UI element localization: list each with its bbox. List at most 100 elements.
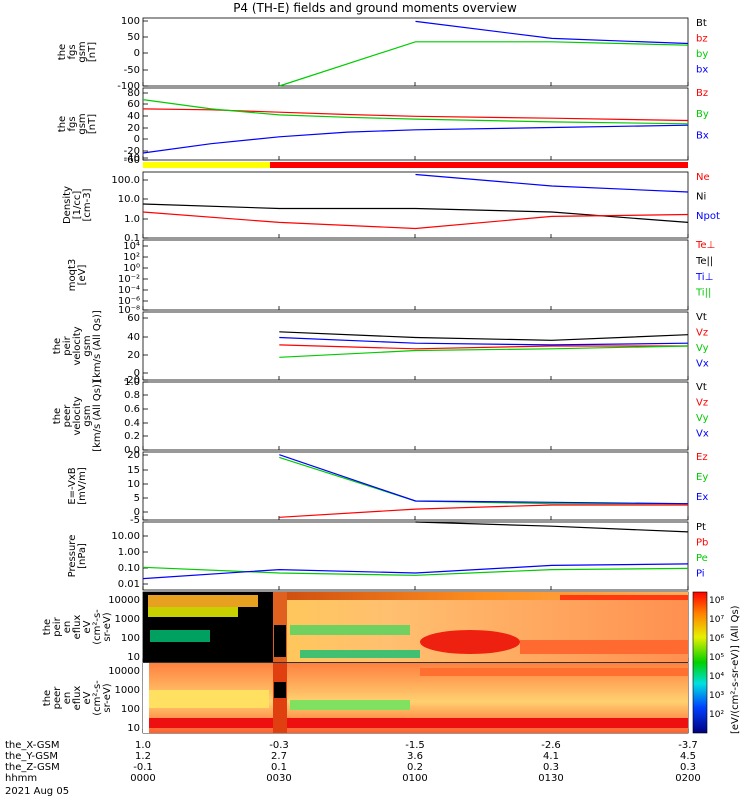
series-Vx	[279, 336, 689, 346]
ytick-label: -5	[130, 515, 140, 526]
ylabel-line: gsm	[77, 41, 88, 62]
ephem-value: 1.2	[135, 751, 151, 762]
legend-bx: bx	[696, 64, 708, 75]
colorbar-label: [eV/(cm²-s-sr-eV)] (All Qs)	[730, 605, 741, 734]
legend-Pi: Pi	[696, 568, 705, 579]
legend-Vt: Vt	[696, 312, 707, 323]
panel-frame	[142, 171, 689, 239]
ytick-label: 0.1	[124, 233, 140, 244]
colorbar-tick-label: 10⁵	[709, 653, 724, 663]
ytick-label: -100	[117, 81, 140, 92]
panel-frame	[142, 521, 689, 591]
series-Vy	[279, 345, 689, 358]
panel-fgs-gsm: 100 50 0 -50 -100 the fgs gsm [nT] Bt bz by bx	[57, 16, 708, 92]
ephem-value: -2.6	[541, 740, 561, 751]
ephem-label: the_Y-GSM	[5, 751, 58, 762]
legend-Vz: Vz	[696, 397, 708, 408]
ytick-label: 10000	[108, 666, 140, 677]
ylabel-line: eV	[82, 620, 93, 633]
series-Pi	[142, 563, 689, 580]
series-Npot	[415, 173, 689, 193]
colorbar: [eV/(cm²-s-sr-eV)] (All Qs)	[692, 591, 741, 734]
ytick-label: 10	[127, 652, 140, 663]
legend-Ne: Ne	[696, 172, 710, 183]
ytick-label: 10.0	[118, 194, 140, 205]
panel-frame	[142, 87, 689, 161]
ytick-label: -20	[124, 146, 140, 157]
legend-Vt: Vt	[696, 382, 707, 393]
colorbar-tick-label: 10³	[709, 691, 724, 701]
ytick-label: 10⁻⁸	[118, 305, 140, 316]
ylabel-line: the	[42, 690, 53, 706]
ylabel-line: [nT]	[87, 42, 98, 62]
ylabel-line: fgs	[67, 44, 78, 59]
ephem-value: -0.3	[269, 740, 289, 751]
ytick-label: 40	[127, 111, 140, 122]
ylabel-line: [1/cc]	[72, 191, 83, 220]
ephem-value: 0130	[538, 773, 563, 784]
legend-Vy: Vy	[696, 413, 709, 424]
ylabel-line: eflux	[72, 686, 83, 711]
legend-by: by	[696, 49, 708, 60]
ylabel-line: sr-eV)	[102, 683, 113, 712]
ytick-label: 0.01	[118, 579, 140, 590]
ylabel-line: [eV]	[77, 265, 88, 286]
legend-By: By	[696, 109, 709, 120]
ylabel-line: eV	[82, 691, 93, 704]
colorbar-ticks: 10⁸ 10⁷ 10⁶ 10⁵ 10⁴ 10³ 10²	[709, 596, 724, 720]
panel-frame	[142, 381, 689, 451]
ylabel-line: [nPa]	[77, 543, 88, 569]
series-Vz	[279, 344, 688, 350]
ephem-label: hhmm	[5, 773, 37, 784]
ytick-label: 0	[134, 48, 140, 59]
peer-spectrogram	[143, 663, 688, 733]
series-Bz	[142, 108, 689, 122]
ylabel-line: [cm-3]	[82, 188, 93, 221]
colorbar-tick-label: 10²	[709, 710, 724, 720]
ytick-label: 10000	[108, 595, 140, 606]
legend-Vx: Vx	[696, 428, 709, 439]
legend-Te⊥: Te⊥	[695, 240, 715, 251]
legend-Bx: Bx	[696, 130, 709, 141]
ephem-value: 0000	[130, 773, 155, 784]
ytick-label: 1.0	[124, 377, 140, 388]
ytick-label: 5	[134, 493, 140, 504]
ytick-label: 20	[127, 350, 140, 361]
ytick-label: 0	[134, 507, 140, 518]
series-Ne	[142, 211, 689, 230]
legend-Vx: Vx	[696, 358, 709, 369]
ylabel-line: gsm	[82, 335, 93, 356]
legend-Npot: Npot	[696, 211, 720, 222]
ylabel-line: peir	[52, 616, 63, 636]
ephemeris: the_X-GSM 1.0 -0.3 -1.5 -2.6 -3.7 the_Y-GSM 1.2…	[5, 740, 701, 784]
ephem-label: the_Z-GSM	[5, 762, 60, 773]
colorbar-tick-label: 10⁸	[709, 596, 724, 606]
ytick-label: 60	[127, 99, 140, 110]
ylabel-line: [km/s (All Qs)]	[92, 380, 103, 452]
colorbar-tick-label: 10⁶	[709, 634, 724, 644]
ylabel-line: the	[42, 619, 53, 635]
ytick-label: 10⁻²	[118, 274, 140, 285]
ytick-label: -40	[124, 153, 140, 164]
ytick-label: 0.8	[124, 390, 140, 401]
ephem-value: 0.3	[543, 762, 559, 773]
panel-frame	[142, 451, 689, 521]
panel-frame	[142, 17, 689, 87]
ylabel-line: [mV/m]	[77, 467, 88, 505]
ephem-value: 3.6	[407, 751, 423, 762]
mode-bar	[143, 162, 688, 168]
series-By	[142, 99, 689, 125]
ylabel-line: peer	[52, 686, 63, 710]
ytick-label: 20	[127, 123, 140, 134]
legend-Pe: Pe	[696, 553, 708, 564]
series-Ex	[279, 454, 689, 505]
ylabel-line: moqt3	[67, 259, 78, 292]
ytick-label: 50	[127, 32, 140, 43]
legend-Ey: Ey	[696, 472, 708, 483]
ylabel-line: peer	[62, 404, 73, 428]
series-Pe	[142, 566, 689, 576]
ytick-label: 100.0	[111, 175, 140, 186]
